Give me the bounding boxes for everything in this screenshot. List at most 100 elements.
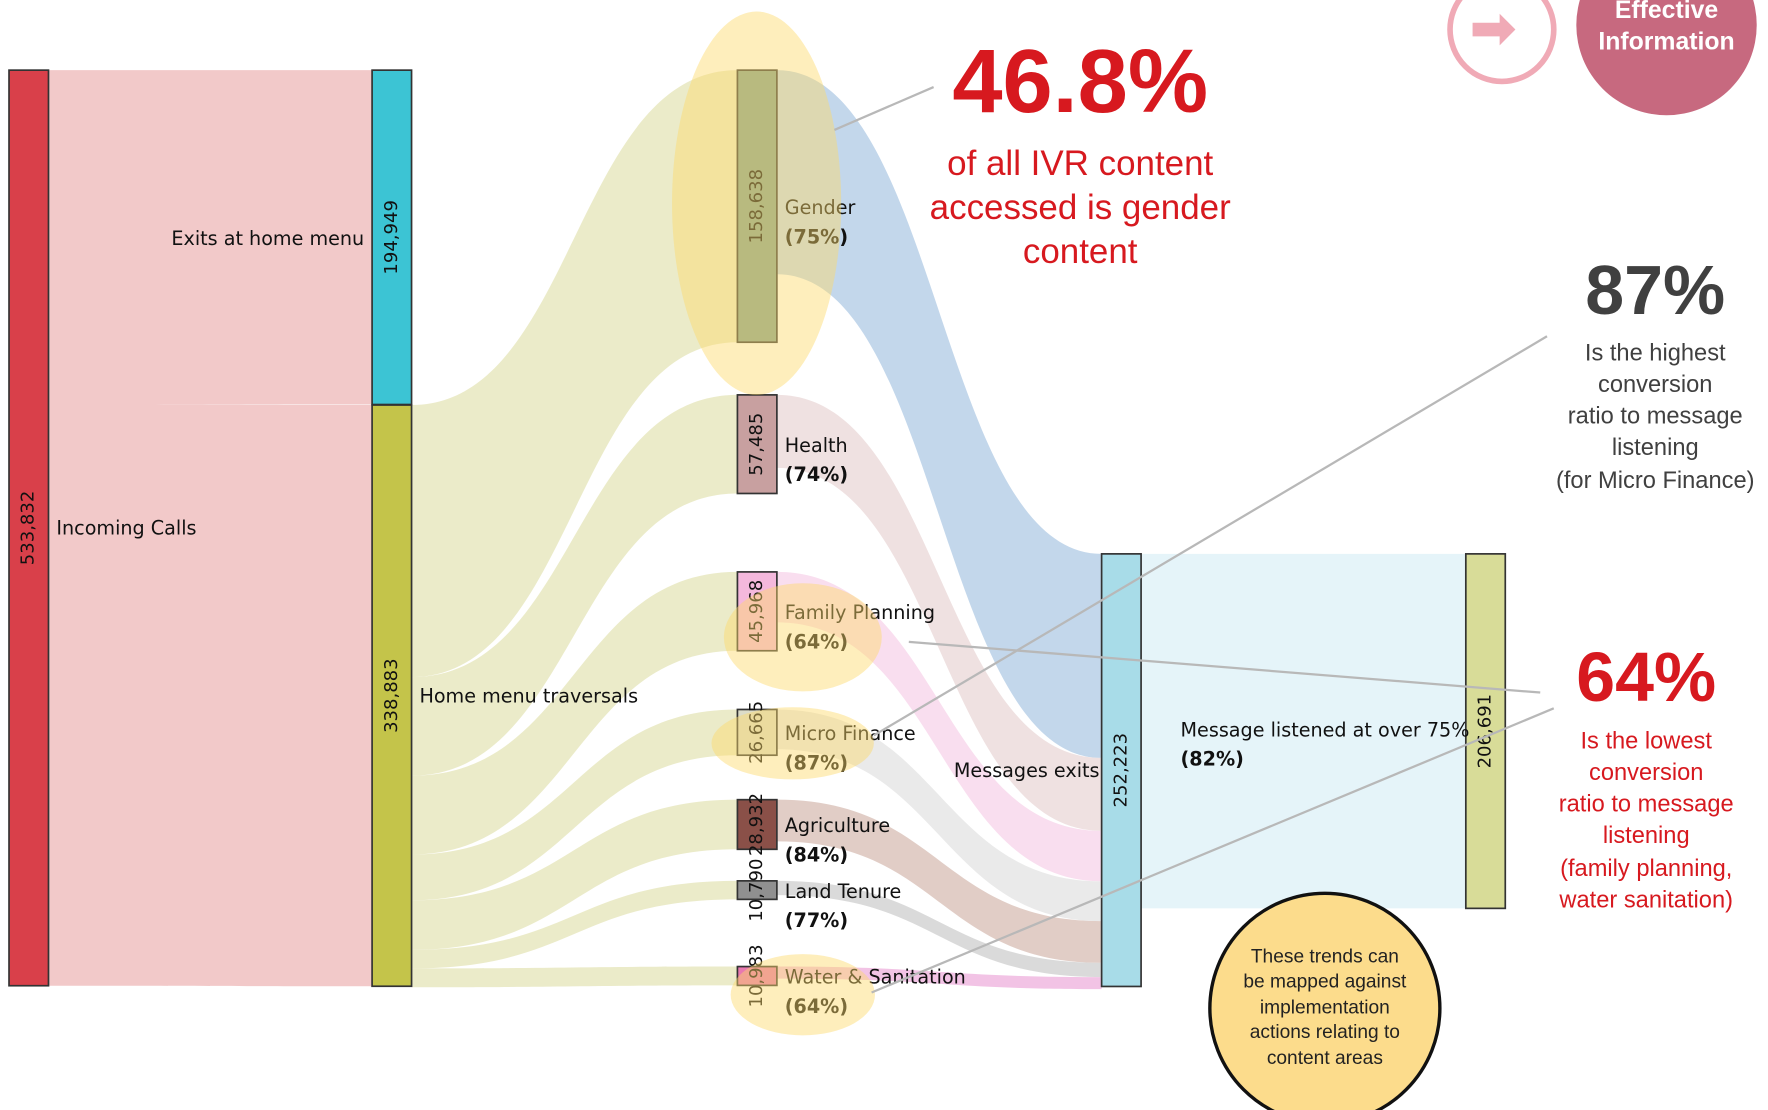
badge-text: Information bbox=[1598, 29, 1734, 56]
node bbox=[736, 69, 778, 344]
annotation-line: (family planning, bbox=[1560, 856, 1732, 882]
node-label: Home menu traversals bbox=[419, 685, 638, 708]
node bbox=[736, 394, 778, 495]
node-value-label: 26,665 bbox=[746, 701, 767, 764]
lowest-annotation: 64% Is the lowest conversion ratio to me… bbox=[1558, 638, 1733, 914]
link bbox=[48, 404, 373, 987]
highlight bbox=[723, 583, 882, 692]
highest-annotation: 87% Is the highest conversion ratio to m… bbox=[1556, 251, 1755, 494]
links bbox=[48, 70, 1466, 990]
annotation-line: conversion bbox=[1589, 760, 1703, 786]
highlight bbox=[730, 954, 875, 1036]
link bbox=[776, 709, 1102, 922]
callouts bbox=[833, 86, 1555, 994]
node-value-label: 533,832 bbox=[18, 491, 39, 566]
badge-circle bbox=[1576, 0, 1757, 116]
node-percent-label: (84%) bbox=[785, 844, 848, 867]
node-label: Exits at home menu bbox=[171, 227, 364, 250]
node-label: Micro Finance bbox=[785, 722, 916, 745]
highlight bbox=[711, 707, 874, 780]
link bbox=[411, 799, 738, 950]
gender-annotation: 46.8% of all IVR content accessed is gen… bbox=[930, 31, 1231, 271]
headline: 87% bbox=[1585, 251, 1725, 329]
annotation-line: ratio to message bbox=[1568, 404, 1743, 430]
annotation-line: accessed is gender bbox=[930, 188, 1231, 227]
link bbox=[776, 394, 1102, 831]
callout-line bbox=[908, 640, 1541, 694]
link bbox=[411, 709, 738, 901]
node bbox=[736, 880, 778, 901]
link bbox=[776, 799, 1102, 963]
link bbox=[411, 394, 738, 776]
badge-icon bbox=[1447, 0, 1557, 85]
annotation-line: Is the lowest bbox=[1580, 728, 1712, 754]
node-value-label: 10,790 bbox=[746, 859, 767, 922]
node-value-label: 57,485 bbox=[746, 413, 767, 476]
node-value-label: 28,932 bbox=[746, 793, 767, 856]
callout-line bbox=[871, 707, 1555, 994]
headline: 64% bbox=[1576, 638, 1716, 716]
annotation-line: Is the highest bbox=[1585, 341, 1726, 367]
node-percent-label: (82%) bbox=[1181, 748, 1244, 771]
annotation-line: conversion bbox=[1598, 372, 1712, 398]
link bbox=[411, 966, 738, 988]
node bbox=[736, 708, 778, 757]
node-label: Message listened at over 75% bbox=[1181, 718, 1470, 741]
badge-text: Effective bbox=[1615, 0, 1718, 24]
node-percent-label: (75%) bbox=[785, 225, 848, 248]
note-circle bbox=[1208, 891, 1442, 1110]
arrow-icon bbox=[1472, 13, 1516, 46]
badge: Effective Information bbox=[1447, 0, 1757, 116]
node-percent-label: (87%) bbox=[785, 751, 848, 774]
node-label: Gender bbox=[785, 196, 856, 219]
node-value-label: 194,949 bbox=[381, 200, 402, 275]
node-label: Incoming Calls bbox=[56, 517, 196, 540]
annotation-line: content bbox=[1023, 232, 1138, 271]
labels: 533,832 Incoming Calls 194,949 Exits at hom… bbox=[18, 169, 1496, 1018]
highlights bbox=[672, 11, 882, 1036]
annotation-line: (for Micro Finance) bbox=[1556, 468, 1755, 494]
node-value-label: 338,883 bbox=[381, 658, 402, 733]
link bbox=[776, 70, 1102, 758]
node-percent-label: (64%) bbox=[785, 995, 848, 1018]
annotation-line: listening bbox=[1603, 823, 1690, 849]
annotation-line: ratio to message bbox=[1559, 792, 1734, 818]
node bbox=[371, 404, 413, 988]
link bbox=[411, 571, 738, 855]
note-line: actions relating to bbox=[1250, 1022, 1400, 1043]
node-value-label: 206,691 bbox=[1475, 694, 1496, 769]
node bbox=[736, 571, 778, 652]
node-label: Agriculture bbox=[785, 814, 890, 837]
annotation-line: of all IVR content bbox=[947, 144, 1213, 183]
node-label: Land Tenure bbox=[785, 880, 902, 903]
node bbox=[1100, 553, 1142, 988]
node-label: Health bbox=[785, 434, 848, 457]
annotation-line: listening bbox=[1612, 435, 1699, 461]
link bbox=[776, 571, 1102, 882]
exit-label: Messages exits bbox=[954, 759, 1100, 782]
node-value-label: 10,983 bbox=[746, 944, 767, 1007]
note-line: implementation bbox=[1260, 997, 1390, 1018]
node-label: Family Planning bbox=[785, 601, 935, 624]
headline: 46.8% bbox=[952, 31, 1208, 132]
note-line: These trends can bbox=[1251, 947, 1399, 968]
note-line: content areas bbox=[1267, 1048, 1383, 1069]
node bbox=[8, 69, 50, 987]
node-value-label: 252,223 bbox=[1110, 733, 1131, 808]
note-line: be mapped against bbox=[1243, 971, 1407, 992]
link bbox=[411, 880, 738, 969]
nodes bbox=[8, 69, 1507, 988]
node-percent-label: (64%) bbox=[785, 630, 848, 653]
link bbox=[411, 70, 738, 678]
callout-line bbox=[833, 86, 935, 131]
node bbox=[371, 69, 413, 406]
node-percent-label: (77%) bbox=[785, 909, 848, 932]
note: These trends can be mapped against imple… bbox=[1208, 891, 1442, 1110]
node-value-label: 158,638 bbox=[746, 169, 767, 244]
link bbox=[776, 966, 1102, 990]
callout-line bbox=[873, 335, 1548, 737]
link bbox=[48, 70, 373, 405]
node bbox=[736, 798, 778, 851]
highlight bbox=[672, 11, 842, 395]
